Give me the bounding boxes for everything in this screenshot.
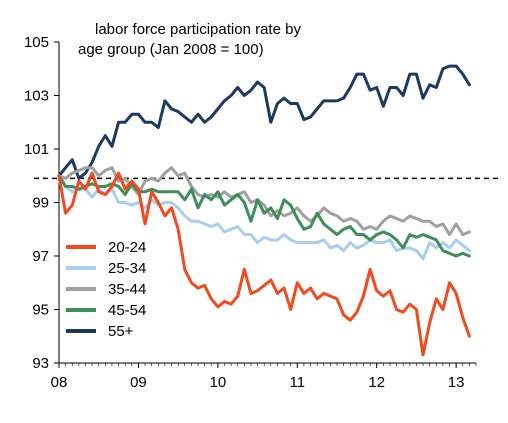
x-tick-label: 11 — [289, 374, 305, 391]
chart-title-line-1: labor force participation rate by — [95, 21, 301, 38]
x-tick-label: 08 — [51, 374, 68, 391]
x-tick-label: 13 — [448, 374, 465, 391]
series-line-55plus — [57, 64, 471, 180]
y-tick-label: 105 — [24, 34, 49, 51]
series-lines — [57, 64, 471, 357]
y-tick-label: 93 — [32, 355, 49, 372]
legend-label: 35-44 — [108, 281, 146, 298]
x-tick-label: 10 — [210, 374, 227, 391]
y-tick-label: 99 — [32, 195, 49, 212]
series-line-35-44 — [57, 166, 471, 237]
axes: 93 95 97 99 101 103 105 08 09 10 11 12 13 — [24, 34, 477, 391]
y-tick-label: 95 — [32, 302, 49, 319]
legend: 20-24 25-34 35-44 45-54 55+ — [66, 239, 146, 340]
y-tick-label: 103 — [24, 88, 49, 105]
legend-label: 20-24 — [108, 239, 146, 256]
chart-title-line-2: age group (Jan 2008 = 100) — [78, 41, 264, 58]
series-line-25-34 — [57, 174, 471, 261]
legend-label: 25-34 — [108, 260, 146, 277]
legend-label: 55+ — [108, 323, 134, 340]
x-tick-label: 09 — [130, 374, 147, 391]
series-line-45-54 — [57, 174, 471, 258]
series-line-20-24 — [57, 171, 471, 357]
y-tick-label: 97 — [32, 248, 49, 265]
x-tick-label: 12 — [368, 374, 385, 391]
y-tick-label: 101 — [24, 141, 49, 158]
legend-label: 45-54 — [108, 302, 146, 319]
